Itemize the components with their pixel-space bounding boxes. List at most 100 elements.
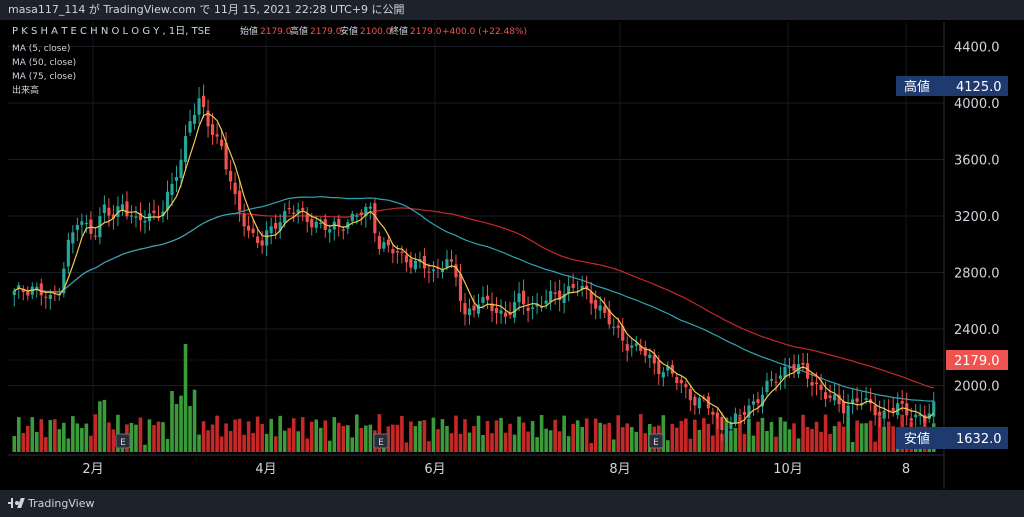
candle-body bbox=[558, 290, 562, 301]
volume-bar bbox=[548, 430, 553, 452]
chart-panel[interactable]: E E E 4400.0 4000.0 3600.0 3200.0 2800.0 2400.0… bbox=[8, 22, 1016, 489]
volume-bar bbox=[503, 432, 508, 452]
earnings-marker[interactable]: E bbox=[373, 433, 389, 449]
volume-bar bbox=[53, 419, 57, 452]
volume-bar bbox=[273, 436, 278, 452]
tradingview-logo[interactable]: TradingView bbox=[8, 496, 94, 510]
candle-body bbox=[738, 414, 742, 416]
candle-body bbox=[733, 413, 738, 424]
candle-body bbox=[837, 394, 841, 405]
ma50-legend: MA (50, close) bbox=[12, 58, 76, 68]
candle-body bbox=[864, 398, 868, 400]
ma5-line bbox=[13, 112, 935, 425]
price-tick-label: 2800.0 bbox=[954, 267, 1000, 282]
candle-body bbox=[553, 292, 557, 294]
candle-body bbox=[778, 375, 783, 380]
volume-bar bbox=[562, 415, 566, 452]
candle-body bbox=[138, 212, 143, 221]
volume-bar bbox=[152, 425, 156, 452]
volume-bar bbox=[237, 418, 242, 452]
candle-body bbox=[12, 290, 16, 296]
volume-bar bbox=[282, 430, 287, 452]
candle-body bbox=[431, 269, 436, 272]
price-chart[interactable]: E E E 4400.0 4000.0 3600.0 3200.0 2800.0 2400.0… bbox=[8, 22, 1016, 489]
volume-bar bbox=[859, 423, 864, 452]
candle-body bbox=[900, 400, 904, 404]
volume-bar bbox=[201, 421, 206, 452]
volume-bar bbox=[760, 417, 765, 452]
time-axis[interactable]: 2月 4月 6月 8月 10月 8 bbox=[8, 454, 944, 477]
volume-bar bbox=[526, 431, 530, 452]
candle-body bbox=[598, 305, 602, 311]
candle-body bbox=[301, 207, 305, 211]
candle-body bbox=[215, 134, 219, 137]
candle-body bbox=[179, 160, 183, 178]
volume-bar bbox=[359, 428, 364, 452]
candle-body bbox=[238, 190, 242, 211]
high-tag-label: 高値 bbox=[904, 79, 930, 95]
candle-body bbox=[292, 212, 296, 215]
volume-bar bbox=[188, 406, 192, 452]
low-tag-label: 安値 bbox=[904, 431, 930, 447]
candle-body bbox=[201, 95, 206, 108]
candle-body bbox=[720, 416, 724, 431]
volume-bar bbox=[517, 416, 521, 452]
footer-bar: TradingView bbox=[0, 490, 1024, 517]
volume-bar bbox=[684, 418, 688, 452]
volume-bar bbox=[733, 428, 738, 452]
publish-info-bar: masa117_114 が TradingView.com で 11月 15, … bbox=[0, 0, 1024, 20]
volume-bar bbox=[485, 421, 490, 452]
candle-body bbox=[337, 218, 341, 226]
volume-bar bbox=[350, 437, 355, 452]
earnings-marker-label: E bbox=[378, 438, 384, 448]
volume-bar bbox=[30, 417, 35, 452]
candle-body bbox=[143, 220, 147, 223]
volume-bar bbox=[219, 436, 224, 452]
volume-bar bbox=[512, 434, 517, 452]
earnings-marker[interactable]: E bbox=[115, 433, 131, 449]
volume-bar bbox=[751, 435, 756, 452]
candle-body bbox=[152, 210, 156, 214]
price-tick-label: 4000.0 bbox=[954, 97, 1000, 112]
candle-body bbox=[882, 410, 886, 419]
candle-body bbox=[359, 212, 363, 216]
volume-bar bbox=[765, 430, 769, 452]
volume-bar bbox=[476, 415, 481, 452]
candle-body bbox=[463, 303, 467, 315]
earnings-marker[interactable]: E bbox=[648, 433, 664, 449]
candle-body bbox=[256, 236, 260, 243]
candle-body bbox=[328, 229, 332, 233]
volume-bar bbox=[463, 419, 467, 452]
volume-bar bbox=[179, 395, 183, 452]
volume-bar bbox=[431, 417, 436, 452]
candle-body bbox=[111, 214, 115, 219]
candle-body bbox=[607, 309, 611, 325]
volume-bar bbox=[539, 415, 544, 452]
volume-bar bbox=[841, 426, 846, 452]
volume-bar bbox=[264, 433, 269, 452]
high-tag-value: 4125.0 bbox=[956, 80, 1002, 95]
candle-body bbox=[531, 307, 535, 309]
volume-bar bbox=[93, 414, 98, 452]
candle-body bbox=[364, 206, 368, 217]
price-tick-label: 3200.0 bbox=[954, 210, 1000, 225]
candle-body bbox=[729, 422, 733, 429]
volume-bar bbox=[309, 421, 314, 452]
volume-bar bbox=[580, 426, 584, 452]
volume-bar bbox=[210, 424, 215, 452]
volume-bar bbox=[75, 423, 80, 452]
candle-body bbox=[467, 308, 472, 316]
price-axis[interactable]: 4400.0 4000.0 3600.0 3200.0 2800.0 2400.0 2000… bbox=[943, 22, 1000, 489]
candle-body bbox=[170, 184, 174, 195]
candle-body bbox=[382, 242, 386, 249]
volume-bar bbox=[778, 417, 783, 452]
volume-bar bbox=[589, 443, 593, 452]
volume-bar bbox=[427, 441, 431, 452]
volume-bar bbox=[215, 415, 219, 452]
candle-body bbox=[517, 293, 521, 303]
candle-body bbox=[810, 382, 814, 386]
volume-bar bbox=[291, 418, 296, 452]
candle-body bbox=[634, 343, 638, 346]
volume-bar bbox=[742, 433, 747, 452]
ma50-line bbox=[13, 196, 934, 402]
